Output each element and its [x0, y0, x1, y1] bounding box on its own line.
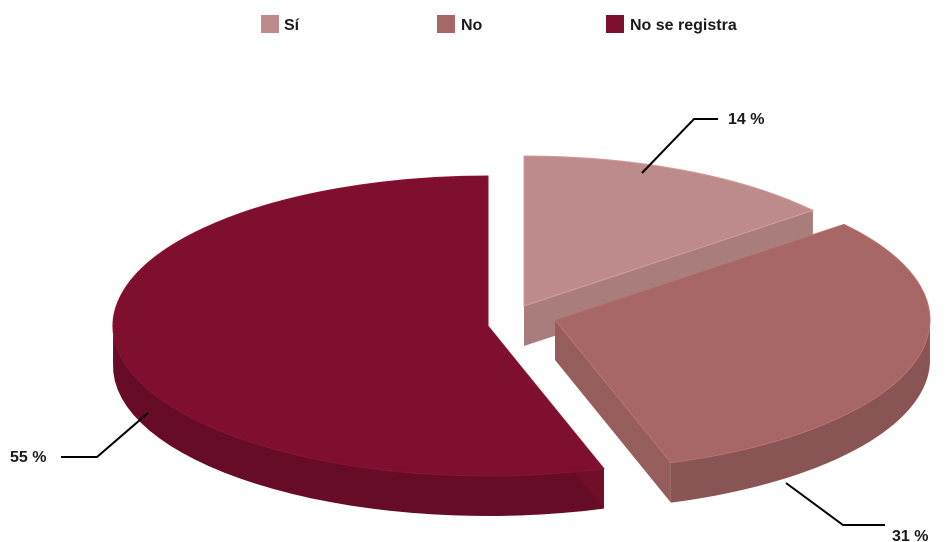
data-label-si: 14 % — [728, 111, 764, 128]
legend-swatch-no — [437, 15, 455, 33]
legend-item-si: Sí — [261, 15, 300, 34]
leader-line-no — [786, 483, 885, 525]
pie-slices — [113, 156, 930, 516]
legend-item-no: No — [437, 15, 483, 34]
legend-swatch-si — [261, 15, 279, 33]
data-label-no-se-registra: 55 % — [10, 449, 46, 466]
legend-label-no: No — [461, 17, 483, 34]
legend-label-no-se-registra: No se registra — [630, 17, 737, 34]
data-label-no: 31 % — [892, 528, 928, 542]
chart-legend: Sí No No se registra — [261, 15, 737, 34]
leader-line-no-se-registra — [61, 413, 148, 457]
legend-swatch-no-se-registra — [606, 15, 624, 33]
legend-label-si: Sí — [284, 17, 300, 34]
legend-item-no-se-registra: No se registra — [606, 15, 737, 34]
